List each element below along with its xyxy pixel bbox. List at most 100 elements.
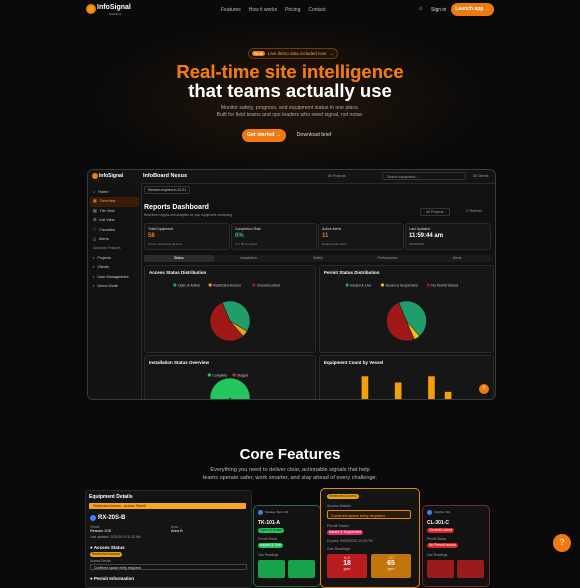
chart: Access Status Distribution Open & Active R… xyxy=(149,270,280,342)
phone-avatar xyxy=(258,510,263,515)
client-select[interactable]: All Clients xyxy=(473,174,489,178)
chart-title: Permit Status Distribution xyxy=(324,270,380,275)
tab[interactable]: Alerts xyxy=(452,256,462,260)
refresh-button[interactable]: ↻ Refresh xyxy=(466,209,483,213)
badge-arrow: → xyxy=(329,51,334,56)
gas-name: H₂S xyxy=(343,556,351,560)
legend-swatch xyxy=(208,283,212,287)
cta-secondary[interactable]: Download brief xyxy=(296,132,332,138)
theme-toggle[interactable]: ☼ xyxy=(418,6,424,12)
phone-card: Storage Tank 101 TK-101-A Open & Active Per… xyxy=(253,505,321,587)
sidebar-icon: ▪ xyxy=(93,255,95,260)
field-value: Reactor 20S xyxy=(90,529,112,533)
launch-text: Launch app xyxy=(455,6,484,12)
hero-glow xyxy=(90,20,490,180)
legend-swatch xyxy=(252,283,256,287)
chart-title: Installation Status Overview xyxy=(149,360,210,365)
sidebar-item[interactable]: ▪ Projects xyxy=(90,254,139,263)
brand[interactable]: InfoSignal xyxy=(97,4,131,11)
sidebar-icon: ▪ xyxy=(93,274,95,279)
app-logo-icon xyxy=(92,173,98,179)
search-box[interactable]: Search equipment... xyxy=(382,172,466,180)
nav-links: Features How it works Pricing Contact xyxy=(221,7,326,13)
sidebar-item[interactable]: ⌂ Home xyxy=(90,188,139,197)
stat-card: Total Equipment 58 Active monitoring devic… xyxy=(144,223,230,250)
sidebar-item[interactable]: ☰ List View xyxy=(90,216,139,225)
detail-heading: Equipment Details xyxy=(89,494,133,500)
sign-in[interactable]: Sign in xyxy=(431,7,447,13)
sidebar-item[interactable]: ▪ Demo Mode xyxy=(90,282,139,291)
legend-swatch xyxy=(380,283,385,287)
nav-link[interactable]: Pricing xyxy=(285,7,301,13)
sidebar-section: Advanced Features xyxy=(93,246,121,251)
project-filter[interactable]: All Projects xyxy=(420,208,450,216)
phone-avatar xyxy=(427,510,432,515)
sidebar-text: Favorites xyxy=(99,227,116,232)
hero-title-1: Real-time site intelligence xyxy=(0,61,580,83)
permit-label-text: Permit Information xyxy=(93,576,134,581)
sidebar-text: Overview xyxy=(99,199,116,204)
permit-pill: No Permit Issued xyxy=(427,543,458,548)
hero-title-2: that teams actually use xyxy=(188,80,392,101)
legend-label: Restricted Access xyxy=(213,283,241,287)
app-topbar xyxy=(88,170,495,184)
cta-primary[interactable]: Get started → xyxy=(242,129,286,142)
permit-label: ● Permit Information xyxy=(90,576,134,581)
nav-link[interactable]: Features xyxy=(221,7,241,13)
launch-button[interactable]: Launch app → xyxy=(451,3,494,16)
details-label: Access Details: xyxy=(327,504,352,508)
sidebar-item[interactable]: ▪ Clients xyxy=(90,263,139,272)
pie-slice xyxy=(221,300,251,332)
gas-value: 18 xyxy=(343,560,351,567)
refresh-text: Refresh xyxy=(469,209,483,213)
details-box: Confined space entry required xyxy=(90,564,247,570)
sidebar-item[interactable]: ▪ User Management xyxy=(90,273,139,282)
sidebar-item[interactable]: ▦ Overview xyxy=(90,197,139,207)
access-pill: Open & Active xyxy=(258,528,285,533)
gas-unit: ppm xyxy=(387,567,395,571)
stat-label: Last Updated xyxy=(409,227,430,231)
stat-note: Active monitoring devices xyxy=(148,242,183,246)
phone-id: TK-101-A xyxy=(258,520,280,526)
features-title: Core Features xyxy=(239,446,341,463)
nav-link[interactable]: How it works xyxy=(248,7,278,13)
help-button[interactable]: ? xyxy=(553,534,571,552)
hero-subtitle-2: Built for field teams and ops leaders wh… xyxy=(216,112,364,118)
tabs: Status Installation Safety Performance Alert… xyxy=(144,255,492,262)
field-label: Vessel xyxy=(90,525,100,529)
chart-card: Permit Status Distribution Issued & Live I… xyxy=(319,265,494,353)
phone-name: Clarifier 301 xyxy=(434,510,451,514)
stat-value: 11 xyxy=(322,233,329,239)
dashboard-subheading: Real-time insights and analytics for you… xyxy=(144,213,233,217)
tab[interactable]: Safety xyxy=(313,256,323,260)
center-card: Restricted Access Access Details: Confin… xyxy=(320,488,420,588)
sidebar-icon: △ xyxy=(93,236,96,241)
tab[interactable]: Status xyxy=(144,255,214,262)
sidebar-item[interactable]: ▤ Tile View xyxy=(90,207,139,216)
pie-slice xyxy=(386,302,415,342)
cta-primary-text: Get started xyxy=(246,132,275,138)
stat-note: Requires attention xyxy=(322,242,347,246)
tab[interactable]: Performance xyxy=(377,256,398,260)
details-label: Access Details xyxy=(90,559,111,563)
sidebar-icon: ▪ xyxy=(93,283,95,288)
access-pill: Closed/Locked xyxy=(427,528,455,533)
sidebar-icon: ♡ xyxy=(93,227,97,232)
gas-tile xyxy=(427,560,454,578)
chart-card: Installation Status Overview Complete Stag… xyxy=(144,355,316,399)
legend-swatch xyxy=(207,373,211,377)
sidebar-item[interactable]: ♡ Favorites xyxy=(90,226,139,235)
nav-link[interactable]: Contact xyxy=(308,7,326,13)
permit-label: Permit Status: xyxy=(327,524,350,528)
brand-sub: Solutions xyxy=(109,12,122,16)
access-pill: Restricted Access xyxy=(327,494,359,499)
hero-badge[interactable]: New Live demo data included now → xyxy=(248,48,338,59)
gas-tile: CO 65 ppm xyxy=(371,554,411,578)
sidebar-icon: ☰ xyxy=(93,218,97,223)
access-pill: Restricted Access xyxy=(90,552,122,557)
tab[interactable]: Installation xyxy=(240,256,257,260)
details-box: Confined space entry required xyxy=(327,510,411,519)
help-button[interactable]: ? xyxy=(479,384,489,394)
project-select[interactable]: All Projects xyxy=(328,174,346,178)
sidebar-item[interactable]: △ Alerts xyxy=(90,235,139,244)
